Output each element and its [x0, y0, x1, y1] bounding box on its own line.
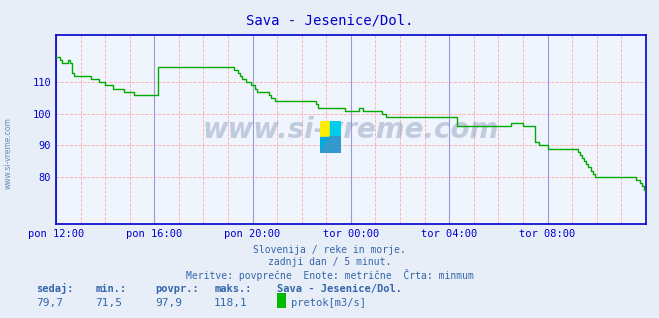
Text: Sava - Jesenice/Dol.: Sava - Jesenice/Dol.: [246, 14, 413, 28]
Text: 79,7: 79,7: [36, 298, 63, 308]
Text: sedaj:: sedaj:: [36, 283, 74, 294]
Text: pretok[m3/s]: pretok[m3/s]: [291, 298, 366, 308]
Polygon shape: [330, 121, 341, 137]
Text: 118,1: 118,1: [214, 298, 248, 308]
Polygon shape: [320, 137, 341, 153]
Polygon shape: [320, 137, 330, 153]
Text: www.si-vreme.com: www.si-vreme.com: [3, 117, 13, 189]
Text: www.si-vreme.com: www.si-vreme.com: [203, 115, 499, 144]
Text: Sava - Jesenice/Dol.: Sava - Jesenice/Dol.: [277, 284, 402, 294]
Text: min.:: min.:: [96, 284, 127, 294]
Text: 71,5: 71,5: [96, 298, 123, 308]
Polygon shape: [330, 137, 341, 153]
Text: Meritve: povprečne  Enote: metrične  Črta: minmum: Meritve: povprečne Enote: metrične Črta:…: [186, 269, 473, 281]
Polygon shape: [320, 121, 330, 137]
Text: povpr.:: povpr.:: [155, 284, 198, 294]
Text: maks.:: maks.:: [214, 284, 252, 294]
Text: zadnji dan / 5 minut.: zadnji dan / 5 minut.: [268, 257, 391, 267]
Text: 97,9: 97,9: [155, 298, 182, 308]
Text: Slovenija / reke in morje.: Slovenija / reke in morje.: [253, 245, 406, 255]
